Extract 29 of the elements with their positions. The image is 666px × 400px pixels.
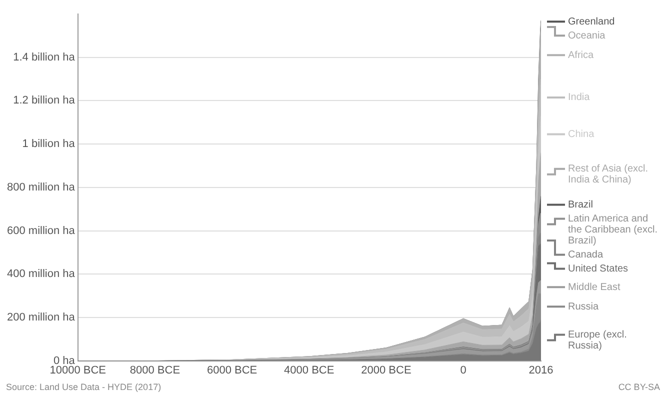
legend-label: Greenland <box>568 16 615 28</box>
legend-label: Rest of Asia (excl. India & China) <box>568 164 648 186</box>
legend-label: India <box>568 92 590 104</box>
legend-label: United States <box>568 263 628 274</box>
y-tick-label: 1 billion ha <box>22 138 76 150</box>
legend-label: Oceania <box>568 30 606 42</box>
text: Canada <box>568 249 604 260</box>
y-tick-label: 800 million ha <box>7 181 76 194</box>
y-tick-label: 400 million ha <box>7 268 76 280</box>
x-tick-label: 8000 BCE <box>130 364 180 376</box>
legend-label: Russia <box>568 301 600 312</box>
x-tick-label: 2016 <box>528 364 554 376</box>
x-tick-label: 10000 BCE <box>50 364 106 376</box>
x-tick-label: 2000 BCE <box>361 364 412 376</box>
y-tick-label: 200 million ha <box>7 311 76 324</box>
legend-label: Brazil <box>568 199 594 210</box>
legend-label: Africa <box>568 50 594 61</box>
y-tick-label: 600 million ha <box>7 224 76 237</box>
y-tick-label: 0 ha <box>53 354 76 367</box>
text: CC BY-SA <box>618 382 660 392</box>
legend-label: Middle East <box>568 282 620 293</box>
x-tick-label: 6000 BCE <box>206 364 258 376</box>
y-tick-label: 1.2 billion ha <box>13 94 76 107</box>
x-tick-label: 4000 BCE <box>284 364 334 376</box>
source-note: Source: Land Use Data - HYDE (2017) <box>6 382 162 392</box>
legend-label: Europe (excl. Russia) <box>568 329 627 352</box>
y-tick-label: 1.4 billion ha <box>13 51 76 64</box>
legend-label: Latin America and the Caribbean (excl. Brazil) <box>568 213 658 246</box>
x-tick-label: 0 <box>460 364 466 376</box>
